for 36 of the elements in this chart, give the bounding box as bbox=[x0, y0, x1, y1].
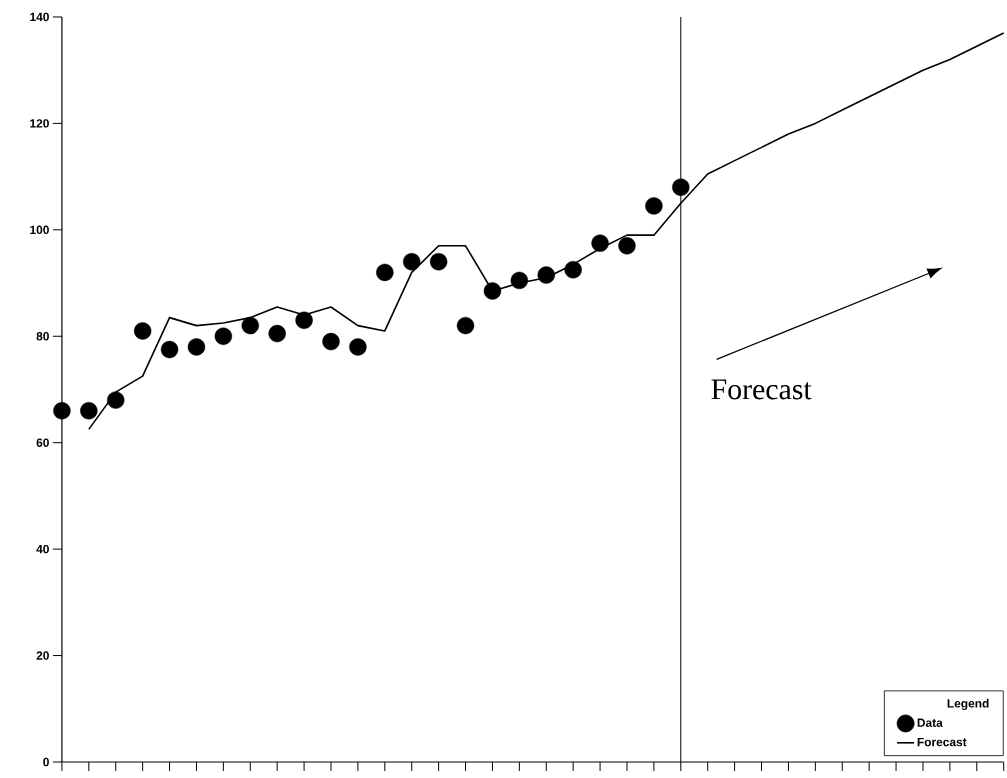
point bbox=[268, 324, 286, 343]
point bbox=[672, 178, 690, 196]
point bbox=[133, 322, 152, 340]
point bbox=[53, 402, 71, 420]
legend-label: Data bbox=[917, 718, 943, 727]
point bbox=[456, 316, 475, 335]
legend-label: Forecast bbox=[917, 737, 967, 747]
point bbox=[403, 253, 421, 271]
point bbox=[483, 282, 502, 300]
point bbox=[618, 237, 636, 255]
annotation: Forecast bbox=[711, 379, 812, 400]
y-tick-label: 0 bbox=[43, 757, 49, 767]
y-tick-label: 20 bbox=[36, 651, 49, 660]
legend-title: Legend bbox=[947, 698, 989, 711]
point bbox=[349, 338, 367, 356]
point bbox=[564, 261, 582, 279]
y-tick-label: 60 bbox=[36, 438, 49, 447]
point bbox=[241, 316, 259, 335]
point bbox=[645, 197, 663, 215]
point bbox=[537, 266, 555, 284]
point bbox=[429, 253, 448, 271]
point bbox=[591, 234, 609, 252]
y-tick-label: 100 bbox=[30, 225, 49, 235]
point bbox=[510, 271, 529, 290]
y-tick-label: 140 bbox=[30, 12, 49, 22]
point bbox=[322, 332, 340, 351]
point bbox=[376, 263, 394, 282]
point bbox=[214, 327, 233, 345]
point bbox=[187, 338, 206, 356]
point bbox=[160, 340, 179, 359]
point bbox=[295, 311, 313, 329]
point bbox=[107, 391, 125, 409]
y-tick-label: 120 bbox=[30, 119, 49, 128]
y-tick-label: 80 bbox=[36, 332, 49, 341]
point bbox=[80, 402, 98, 420]
y-tick-label: 40 bbox=[36, 544, 49, 554]
